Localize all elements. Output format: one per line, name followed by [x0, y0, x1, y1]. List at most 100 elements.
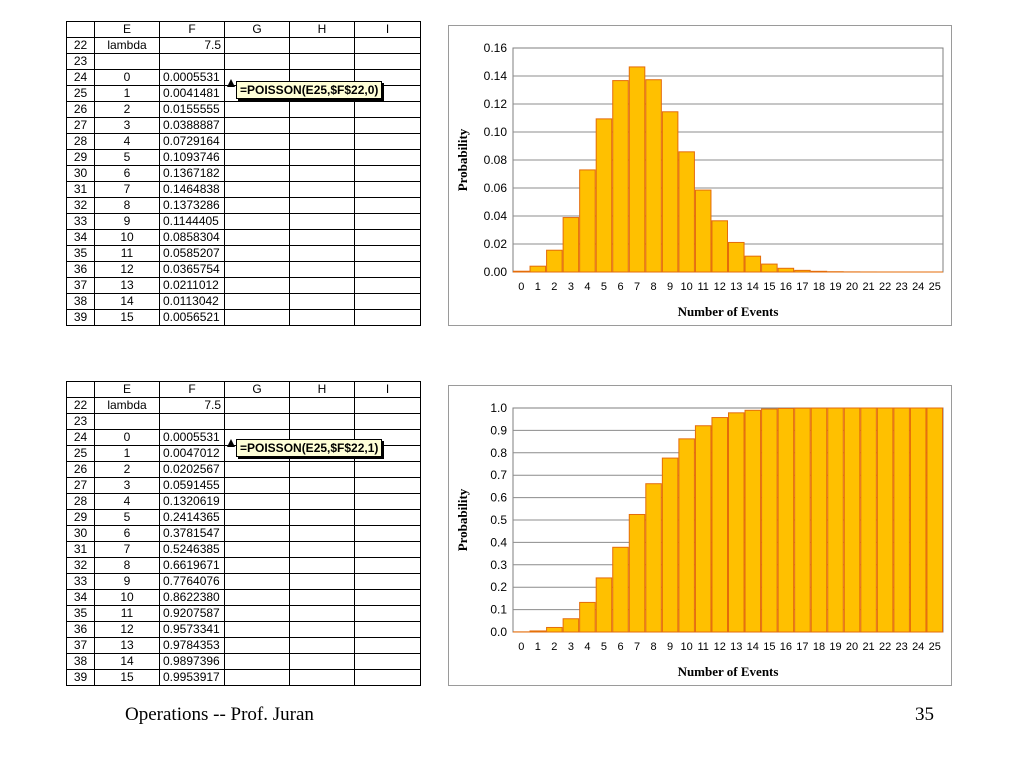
cell-h[interactable]: [289, 229, 355, 246]
row-header[interactable]: 23: [66, 413, 95, 430]
cell-f[interactable]: 0.1144405: [159, 213, 225, 230]
cell-g[interactable]: [224, 149, 290, 166]
cell-g[interactable]: [224, 653, 290, 670]
cell-i[interactable]: [354, 573, 421, 590]
row-header[interactable]: 27: [66, 117, 95, 134]
cell-i[interactable]: [354, 197, 421, 214]
cell-f[interactable]: 7.5: [159, 37, 225, 54]
cell-h[interactable]: [289, 605, 355, 622]
cell-h[interactable]: [289, 133, 355, 150]
cell-e[interactable]: 15: [94, 309, 160, 326]
column-header[interactable]: G: [224, 21, 290, 38]
cell-g[interactable]: [224, 213, 290, 230]
cell-f[interactable]: 0.8622380: [159, 589, 225, 606]
cell-e[interactable]: 0: [94, 69, 160, 86]
cell-f[interactable]: 0.0005531: [159, 69, 225, 86]
cell-i[interactable]: [354, 37, 421, 54]
cell-f[interactable]: 0.0202567: [159, 461, 225, 478]
row-header[interactable]: 39: [66, 669, 95, 686]
cell-e[interactable]: 5: [94, 509, 160, 526]
cell-i[interactable]: [354, 637, 421, 654]
cell-e[interactable]: 10: [94, 589, 160, 606]
cell-h[interactable]: [289, 621, 355, 638]
cell-f[interactable]: 0.9953917: [159, 669, 225, 686]
corner-cell[interactable]: [66, 21, 95, 38]
cell-e[interactable]: 12: [94, 621, 160, 638]
cell-i[interactable]: [354, 557, 421, 574]
cell-e[interactable]: 2: [94, 101, 160, 118]
cell-g[interactable]: [224, 493, 290, 510]
corner-cell[interactable]: [66, 381, 95, 398]
row-header[interactable]: 37: [66, 277, 95, 294]
cell-h[interactable]: [289, 149, 355, 166]
cell-e[interactable]: 3: [94, 117, 160, 134]
cell-i[interactable]: [354, 669, 421, 686]
cell-h[interactable]: [289, 541, 355, 558]
cell-h[interactable]: [289, 525, 355, 542]
cell-e[interactable]: 13: [94, 637, 160, 654]
cell-g[interactable]: [224, 573, 290, 590]
cell-e[interactable]: 15: [94, 669, 160, 686]
row-header[interactable]: 31: [66, 541, 95, 558]
cell-e[interactable]: 2: [94, 461, 160, 478]
cell-e[interactable]: 14: [94, 293, 160, 310]
cell-i[interactable]: [354, 293, 421, 310]
row-header[interactable]: 29: [66, 149, 95, 166]
cell-h[interactable]: [289, 197, 355, 214]
cell-h[interactable]: [289, 53, 355, 70]
cell-e[interactable]: 1: [94, 445, 160, 462]
cell-f[interactable]: 0.1464838: [159, 181, 225, 198]
row-header[interactable]: 27: [66, 477, 95, 494]
cell-f[interactable]: [159, 53, 225, 70]
row-header[interactable]: 25: [66, 85, 95, 102]
row-header[interactable]: 22: [66, 37, 95, 54]
cell-i[interactable]: [354, 181, 421, 198]
column-header[interactable]: G: [224, 381, 290, 398]
cell-h[interactable]: [289, 213, 355, 230]
cell-h[interactable]: [289, 181, 355, 198]
cell-h[interactable]: [289, 413, 355, 430]
cell-g[interactable]: [224, 509, 290, 526]
cell-h[interactable]: [289, 117, 355, 134]
cell-h[interactable]: [289, 477, 355, 494]
cell-h[interactable]: [289, 589, 355, 606]
cell-f[interactable]: 0.0858304: [159, 229, 225, 246]
cell-h[interactable]: [289, 165, 355, 182]
cell-g[interactable]: [224, 229, 290, 246]
cell-h[interactable]: [289, 245, 355, 262]
cell-i[interactable]: [354, 621, 421, 638]
row-header[interactable]: 32: [66, 197, 95, 214]
cell-g[interactable]: [224, 117, 290, 134]
cell-i[interactable]: [354, 477, 421, 494]
cell-g[interactable]: [224, 277, 290, 294]
cell-f[interactable]: 0.7764076: [159, 573, 225, 590]
row-header[interactable]: 35: [66, 245, 95, 262]
cell-f[interactable]: 0.0729164: [159, 133, 225, 150]
cell-i[interactable]: [354, 493, 421, 510]
cell-h[interactable]: [289, 397, 355, 414]
cell-g[interactable]: [224, 397, 290, 414]
cell-f[interactable]: 0.5246385: [159, 541, 225, 558]
row-header[interactable]: 28: [66, 133, 95, 150]
cell-h[interactable]: [289, 557, 355, 574]
cell-i[interactable]: [354, 413, 421, 430]
column-header[interactable]: I: [354, 21, 421, 38]
cell-f[interactable]: 0.0211012: [159, 277, 225, 294]
cell-f[interactable]: 7.5: [159, 397, 225, 414]
cell-f[interactable]: 0.0113042: [159, 293, 225, 310]
cell-e[interactable]: 6: [94, 165, 160, 182]
row-header[interactable]: 25: [66, 445, 95, 462]
cell-f[interactable]: [159, 413, 225, 430]
cell-i[interactable]: [354, 509, 421, 526]
cell-h[interactable]: [289, 37, 355, 54]
cell-f[interactable]: 0.2414365: [159, 509, 225, 526]
cell-h[interactable]: [289, 293, 355, 310]
cell-e[interactable]: 4: [94, 493, 160, 510]
cell-e[interactable]: 12: [94, 261, 160, 278]
cell-g[interactable]: [224, 669, 290, 686]
cell-i[interactable]: [354, 165, 421, 182]
cell-g[interactable]: [224, 525, 290, 542]
cell-f[interactable]: 0.9207587: [159, 605, 225, 622]
cell-g[interactable]: [224, 165, 290, 182]
cell-e[interactable]: [94, 413, 160, 430]
